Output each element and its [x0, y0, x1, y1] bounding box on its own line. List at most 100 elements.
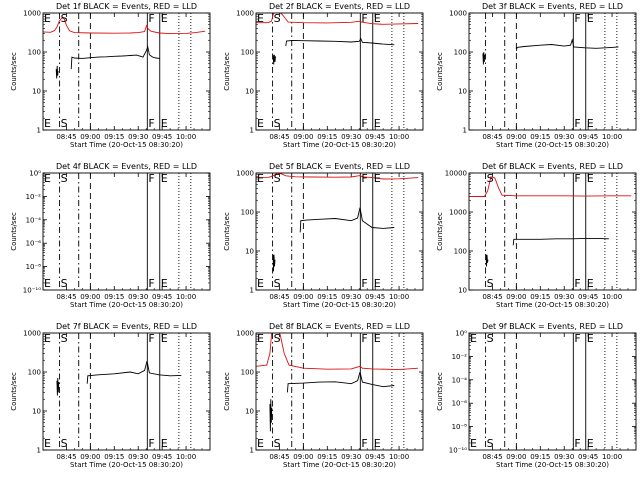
- x-tick-label: 09:00: [506, 453, 526, 461]
- event-marker-top: E: [257, 332, 264, 345]
- y-tick-label: 10⁻⁸: [26, 263, 42, 271]
- event-marker: F: [361, 437, 367, 450]
- events-series: [482, 52, 486, 65]
- event-marker: S: [61, 277, 68, 290]
- x-tick-label: 09:30: [128, 133, 148, 141]
- x-tick-label: 10:00: [389, 293, 409, 301]
- event-marker-top: E: [587, 332, 594, 345]
- event-marker: E: [587, 117, 594, 130]
- event-marker: F: [574, 117, 580, 130]
- plot-frame: [255, 12, 424, 131]
- event-marker-top: S: [274, 12, 281, 25]
- x-tick-label: 09:00: [506, 133, 526, 141]
- event-marker-top: E: [44, 12, 51, 25]
- x-tick-label: 08:45: [269, 133, 289, 141]
- chart-title: Det 5f BLACK = Events, RED = LLD: [269, 162, 410, 171]
- y-tick-label: 1000: [236, 330, 254, 338]
- x-tick-label: 09:30: [554, 293, 574, 301]
- x-tick-label: 08:45: [482, 133, 502, 141]
- chart-title: Det 1f BLACK = Events, RED = LLD: [56, 2, 197, 11]
- y-axis-label: Counts/sec: [436, 52, 444, 91]
- y-tick-label: 100: [241, 209, 254, 217]
- chart-panel-det5f: Det 5f BLACK = Events, RED = LLD 1 10 100 10…: [223, 162, 424, 309]
- plot-frame: [468, 172, 637, 291]
- y-tick-label: 10⁻⁶: [452, 400, 468, 408]
- x-tick-label: 08:45: [56, 293, 76, 301]
- event-marker: E: [161, 117, 168, 130]
- series-group: [482, 38, 619, 65]
- x-tick-label: 09:00: [80, 133, 100, 141]
- chart-panel-det4f: Det 4f BLACK = Events, RED = LLD 10⁻¹⁰ 10⁻…: [10, 162, 211, 309]
- event-marker-top: S: [61, 12, 68, 25]
- chart-panel-det6f: Det 6f BLACK = Events, RED = LLD 10 100 100…: [436, 162, 637, 309]
- y-tick-label: 10⁻⁴: [26, 216, 42, 224]
- event-marker: S: [274, 437, 281, 450]
- y-axis-label: Counts/sec: [10, 212, 18, 251]
- y-tick-label: 1: [37, 447, 41, 455]
- x-tick-label: 09:45: [578, 293, 598, 301]
- chart-title: Det 7f BLACK = Events, RED = LLD: [56, 322, 197, 331]
- x-tick-label: 09:15: [104, 293, 124, 301]
- event-marker: S: [487, 277, 494, 290]
- y-tick-label: 1000: [23, 10, 41, 18]
- event-marker: F: [148, 117, 154, 130]
- event-marker-top: E: [374, 172, 381, 185]
- x-axis-label: Start Time (20-Oct-15 08:30:20): [283, 141, 396, 149]
- events-series: [269, 399, 273, 432]
- event-marker: F: [148, 437, 154, 450]
- x-tick-label: 09:00: [506, 293, 526, 301]
- event-marker: E: [587, 277, 594, 290]
- y-tick-label: 10: [245, 248, 254, 256]
- event-marker-top: E: [587, 172, 594, 185]
- events-series: [56, 377, 60, 396]
- event-marker-top: S: [274, 172, 281, 185]
- x-axis-label: Start Time (20-Oct-15 08:30:20): [283, 461, 396, 469]
- y-tick-label: 10⁻²: [452, 353, 468, 361]
- event-marker: E: [161, 277, 168, 290]
- lld-series: [256, 13, 419, 25]
- x-tick-label: 08:45: [56, 453, 76, 461]
- lld-series: [469, 176, 632, 197]
- event-marker-top: E: [257, 172, 264, 185]
- lld-series: [256, 333, 419, 371]
- y-tick-label: 10⁻⁴: [452, 376, 468, 384]
- y-tick-label: 10⁻⁸: [452, 423, 468, 431]
- y-tick-label: 10⁻⁶: [26, 240, 42, 248]
- event-marker: E: [470, 437, 477, 450]
- x-tick-label: 09:00: [293, 293, 313, 301]
- x-axis-label: Start Time (20-Oct-15 08:30:20): [496, 461, 609, 469]
- y-tick-label: 10⁻¹⁰: [23, 287, 41, 295]
- x-axis-label: Start Time (20-Oct-15 08:30:20): [70, 301, 183, 309]
- y-tick-label: 1000: [449, 209, 467, 217]
- event-marker: E: [44, 117, 51, 130]
- event-marker-top: E: [257, 12, 264, 25]
- chart-panel-det1f: Det 1f BLACK = Events, RED = LLD 1 10 100 10…: [10, 2, 211, 149]
- event-marker-top: E: [374, 332, 381, 345]
- x-tick-label: 09:45: [578, 133, 598, 141]
- lld-series: [43, 17, 206, 35]
- event-marker-top: E: [470, 332, 477, 345]
- event-marker-top: E: [161, 12, 168, 25]
- x-tick-label: 09:30: [341, 133, 361, 141]
- plot-frame: [255, 172, 424, 291]
- x-axis-label: Start Time (20-Oct-15 08:30:20): [496, 301, 609, 309]
- chart-panel-det2f: Det 2f BLACK = Events, RED = LLD 1 10 100 10…: [223, 2, 424, 149]
- x-tick-label: 09:00: [80, 293, 100, 301]
- x-tick-label: 09:15: [530, 453, 550, 461]
- events-series: [515, 38, 619, 51]
- x-tick-label: 10:00: [389, 453, 409, 461]
- event-marker-top: S: [61, 332, 68, 345]
- event-marker-top: F: [574, 172, 580, 185]
- events-series: [512, 237, 609, 246]
- y-tick-label: 10: [458, 88, 467, 96]
- y-tick-label: 10⁰: [29, 170, 41, 178]
- event-marker-top: E: [374, 12, 381, 25]
- event-marker: E: [587, 437, 594, 450]
- events-series: [285, 37, 395, 47]
- x-tick-label: 09:45: [365, 293, 385, 301]
- event-marker-top: E: [161, 172, 168, 185]
- event-marker: E: [161, 437, 168, 450]
- series-group: [256, 13, 419, 65]
- event-marker: E: [44, 277, 51, 290]
- x-tick-label: 09:45: [365, 453, 385, 461]
